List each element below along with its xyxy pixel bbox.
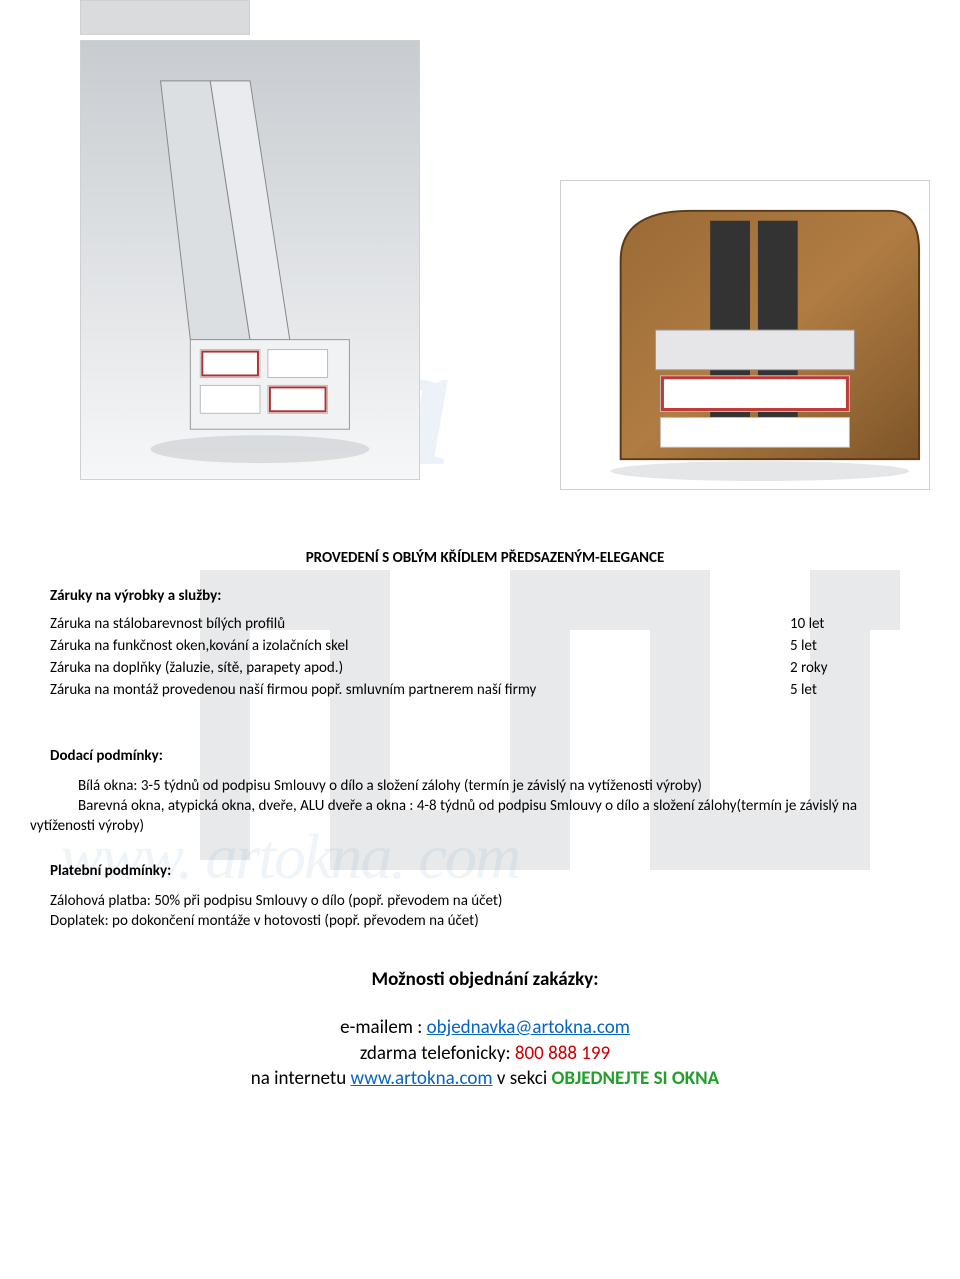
table-row: Záruka na stálobarevnost bílých profilů … [50,613,920,635]
warranty-value: 5 let [790,635,920,657]
contact-email-line: e-mailem : objednavka@artokna.com [50,1015,920,1041]
payment-title: Platební podmínky: [50,861,920,881]
web-link[interactable]: www.artokna.com [351,1067,493,1090]
table-row: Záruka na montáž provedenou naší firmou … [50,679,920,701]
product-image-white-profile [80,40,420,480]
delivery-body: Bílá okna: 3-5 týdnů od podpisu Smlouvy … [50,776,920,837]
warranty-value: 10 let [790,613,920,635]
web-mid: v sekci [493,1067,552,1090]
delivery-line: Bílá okna: 3-5 týdnů od podpisu Smlouvy … [50,776,920,796]
order-title: Možnosti objednání zakázky: [50,967,920,993]
contact-block: e-mailem : objednavka@artokna.com zdarma… [50,1015,920,1092]
email-prefix: e-mailem : [340,1016,427,1039]
payment-line: Doplatek: po dokončení montáže v hotovos… [50,911,920,931]
contact-phone-line: zdarma telefonicky: 800 888 199 [50,1041,920,1067]
warranty-value: 2 roky [790,657,920,679]
delivery-line: vytíženosti výroby) [30,816,920,836]
warranty-value: 5 let [790,679,920,701]
product-image-thumb [80,0,250,35]
product-image-wood-profile [560,180,930,490]
warranty-label: Záruka na montáž provedenou naší firmou … [50,679,790,701]
payment-line: Zálohová platba: 50% při podpisu Smlouvy… [50,891,920,911]
web-prefix: na internetu [251,1067,351,1090]
delivery-line: Barevná okna, atypická okna, dveře, ALU … [50,796,920,816]
table-row: Záruka na doplňky (žaluzie, sítě, parape… [50,657,920,679]
delivery-title: Dodací podmínky: [50,746,920,766]
document-content: PROVEDENÍ S OBLÝM KŘÍDLEM PŘEDSAZENÝM-EL… [50,540,920,1092]
warranty-label: Záruka na funkčnost oken,kování a izolač… [50,635,790,657]
product-images-row [0,0,960,540]
warranty-table: Záruka na stálobarevnost bílých profilů … [50,613,920,702]
phone-number: 800 888 199 [515,1042,610,1065]
warranty-label: Záruka na doplňky (žaluzie, sítě, parape… [50,657,790,679]
email-link[interactable]: objednavka@artokna.com [427,1016,630,1039]
table-row: Záruka na funkčnost oken,kování a izolač… [50,635,920,657]
payment-body: Zálohová platba: 50% při podpisu Smlouvy… [50,891,920,932]
warranty-label: Záruka na stálobarevnost bílých profilů [50,613,790,635]
heading-provedeni: PROVEDENÍ S OBLÝM KŘÍDLEM PŘEDSAZENÝM-EL… [50,548,920,568]
phone-prefix: zdarma telefonicky: [360,1042,515,1065]
web-cta: OBJEDNEJTE SI OKNA [552,1067,720,1090]
contact-web-line: na internetu www.artokna.com v sekci OBJ… [50,1066,920,1092]
warranty-title: Záruky na výrobky a služby: [50,586,920,606]
